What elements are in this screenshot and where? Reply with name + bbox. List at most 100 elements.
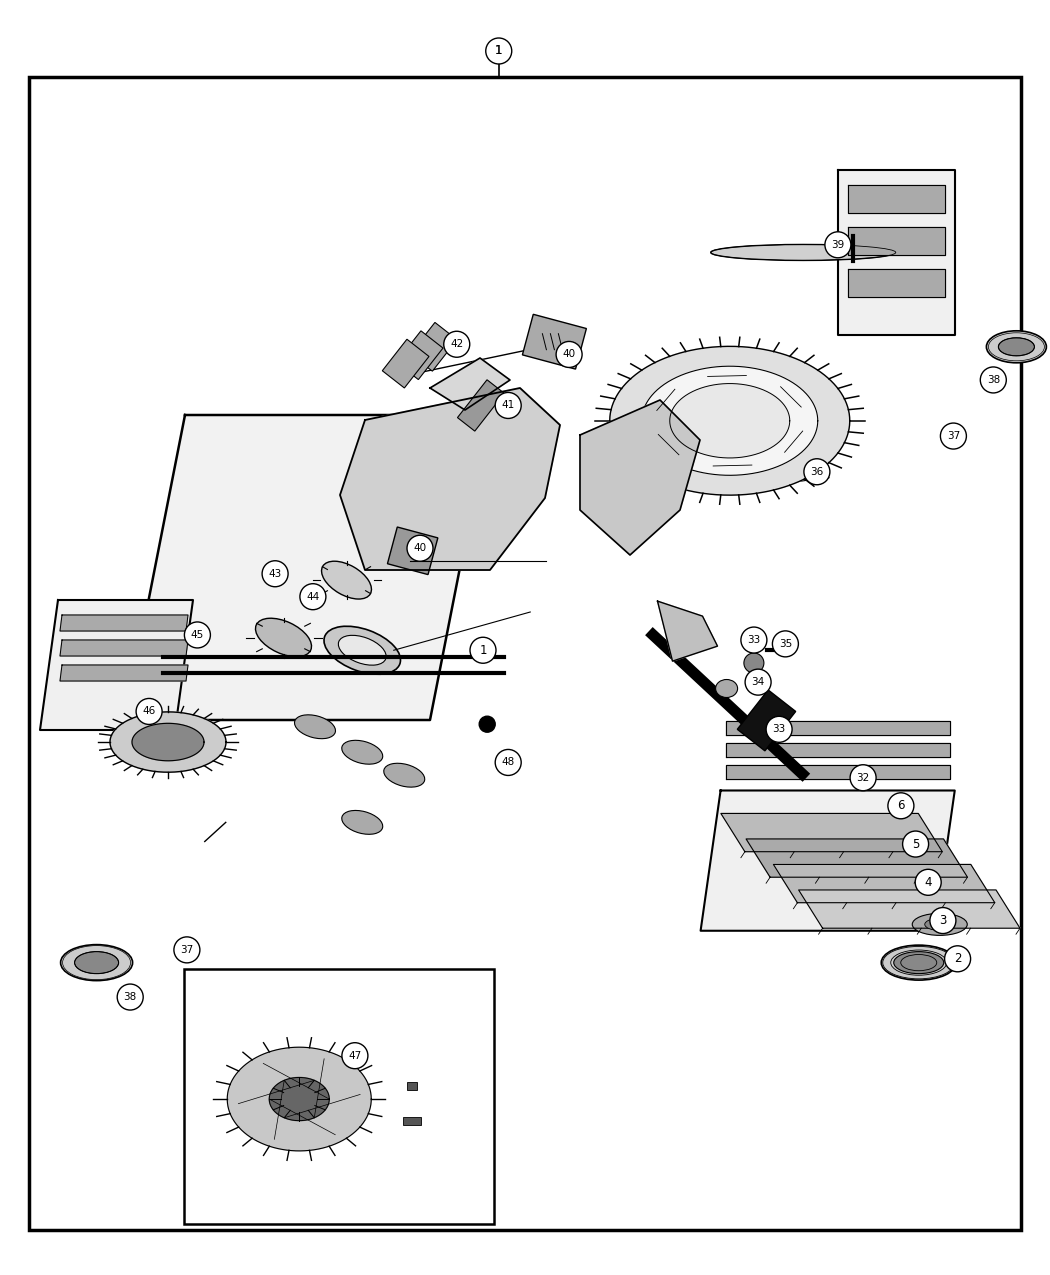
Ellipse shape <box>338 635 386 666</box>
Bar <box>523 315 586 368</box>
Circle shape <box>766 717 792 742</box>
Circle shape <box>300 584 326 609</box>
Ellipse shape <box>61 945 132 980</box>
Ellipse shape <box>614 472 814 484</box>
Circle shape <box>888 793 914 819</box>
Circle shape <box>916 870 941 895</box>
Ellipse shape <box>716 680 737 697</box>
Polygon shape <box>227 1047 372 1151</box>
Polygon shape <box>747 839 967 877</box>
Circle shape <box>496 393 521 418</box>
Circle shape <box>941 423 966 449</box>
Text: 37: 37 <box>181 945 193 955</box>
Polygon shape <box>40 601 193 731</box>
Polygon shape <box>721 813 942 852</box>
Text: 33: 33 <box>748 635 760 645</box>
Polygon shape <box>60 666 188 681</box>
Bar <box>458 380 504 431</box>
Text: 4: 4 <box>924 876 932 889</box>
Polygon shape <box>269 1077 330 1121</box>
Polygon shape <box>657 601 717 662</box>
Circle shape <box>746 669 771 695</box>
Text: 43: 43 <box>269 569 281 579</box>
Polygon shape <box>700 790 954 931</box>
Polygon shape <box>799 890 1020 928</box>
Ellipse shape <box>321 561 372 599</box>
Circle shape <box>903 831 928 857</box>
Polygon shape <box>110 711 226 773</box>
Polygon shape <box>642 366 818 476</box>
Text: 2: 2 <box>953 952 962 965</box>
Text: 37: 37 <box>947 431 960 441</box>
Text: 32: 32 <box>857 773 869 783</box>
Ellipse shape <box>999 338 1034 356</box>
Bar <box>387 527 438 575</box>
Circle shape <box>804 459 830 484</box>
Bar <box>396 330 443 380</box>
Circle shape <box>444 332 469 357</box>
Bar <box>411 323 457 371</box>
Circle shape <box>850 765 876 790</box>
Ellipse shape <box>341 811 383 834</box>
Ellipse shape <box>341 741 383 764</box>
Ellipse shape <box>294 715 336 738</box>
Text: 42: 42 <box>450 339 463 349</box>
Text: 45: 45 <box>191 630 204 640</box>
Circle shape <box>342 1043 368 1068</box>
Bar <box>737 690 796 751</box>
Polygon shape <box>60 615 188 631</box>
Bar <box>407 1082 418 1090</box>
Ellipse shape <box>711 245 896 260</box>
Text: 5: 5 <box>911 838 920 850</box>
Text: 35: 35 <box>779 639 792 649</box>
Ellipse shape <box>894 951 944 974</box>
Text: 47: 47 <box>349 1051 361 1061</box>
Polygon shape <box>340 388 560 570</box>
Ellipse shape <box>255 618 312 657</box>
Text: 36: 36 <box>811 467 823 477</box>
Text: 1: 1 <box>495 45 503 57</box>
Text: 41: 41 <box>502 400 514 411</box>
Text: 3: 3 <box>939 914 947 927</box>
Circle shape <box>470 638 496 663</box>
Circle shape <box>136 699 162 724</box>
Text: 39: 39 <box>832 240 844 250</box>
Circle shape <box>486 38 511 64</box>
Ellipse shape <box>75 951 119 974</box>
Text: 6: 6 <box>897 799 905 812</box>
Circle shape <box>185 622 210 648</box>
Polygon shape <box>132 723 204 761</box>
Text: 44: 44 <box>307 592 319 602</box>
Text: 40: 40 <box>414 543 426 553</box>
Polygon shape <box>125 414 490 720</box>
Ellipse shape <box>383 764 425 787</box>
Polygon shape <box>848 185 945 213</box>
Circle shape <box>118 984 143 1010</box>
Ellipse shape <box>925 918 954 931</box>
Polygon shape <box>726 742 950 756</box>
Ellipse shape <box>324 626 400 674</box>
Text: 33: 33 <box>773 724 785 734</box>
Circle shape <box>773 631 798 657</box>
Circle shape <box>479 717 496 732</box>
Ellipse shape <box>986 330 1047 363</box>
Polygon shape <box>848 227 945 255</box>
Circle shape <box>556 342 582 367</box>
Polygon shape <box>726 765 950 779</box>
Circle shape <box>262 561 288 586</box>
Text: 38: 38 <box>124 992 136 1002</box>
Bar <box>382 339 429 388</box>
Polygon shape <box>726 720 950 734</box>
Polygon shape <box>580 400 700 555</box>
Ellipse shape <box>912 913 967 936</box>
Circle shape <box>488 40 509 62</box>
Polygon shape <box>430 358 510 411</box>
Text: 1: 1 <box>495 45 503 57</box>
Circle shape <box>174 937 200 963</box>
Text: 1: 1 <box>479 644 487 657</box>
Circle shape <box>741 627 766 653</box>
Text: 46: 46 <box>143 706 155 717</box>
Circle shape <box>945 946 970 972</box>
Circle shape <box>930 908 956 933</box>
Bar <box>403 1117 421 1125</box>
